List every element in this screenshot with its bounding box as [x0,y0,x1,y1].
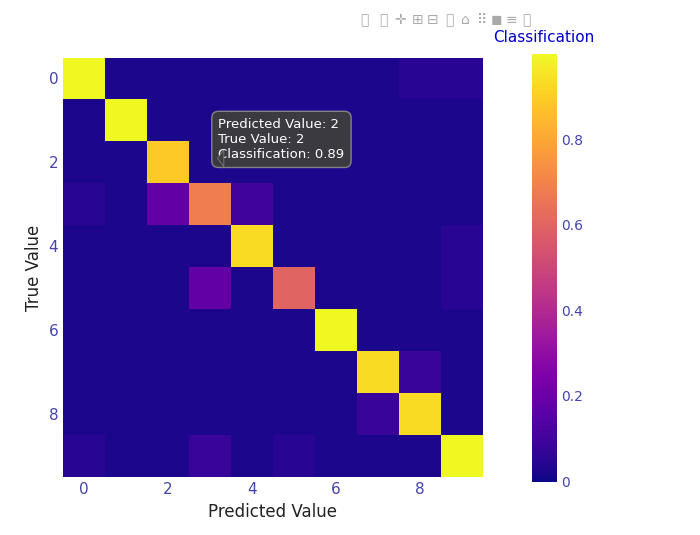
Text: ⠿: ⠿ [477,13,486,27]
Text: ⤢: ⤢ [445,13,454,27]
Text: 📷: 📷 [360,13,368,27]
Text: 📊: 📊 [522,13,531,27]
Text: Predicted Value: 2
True Value: 2
Classification: 0.89: Predicted Value: 2 True Value: 2 Classif… [218,118,344,161]
Text: ✛: ✛ [395,13,406,27]
Text: ◼: ◼ [491,13,503,27]
Polygon shape [218,150,224,167]
Text: ⊞: ⊞ [412,13,423,27]
Text: ⌂: ⌂ [461,13,470,27]
Title: Classification: Classification [494,30,595,45]
Text: ≡: ≡ [505,13,517,27]
Text: 🔍: 🔍 [379,13,388,27]
Text: ⊟: ⊟ [427,13,438,27]
Y-axis label: True Value: True Value [25,224,43,311]
X-axis label: Predicted Value: Predicted Value [209,503,337,521]
